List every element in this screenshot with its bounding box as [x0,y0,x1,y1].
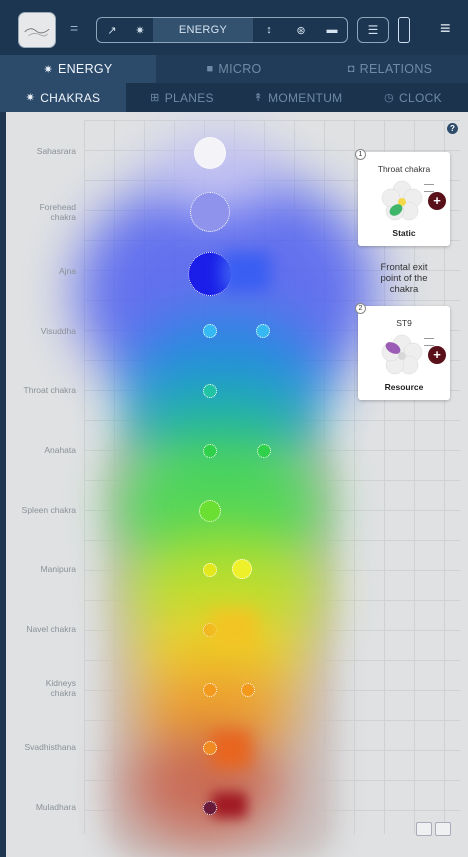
sun-icon: ✷ [25,92,36,104]
tab-micro[interactable]: ■ MICRO [156,55,312,83]
info-card-st9[interactable]: 2 ST9 + Resource [355,303,450,400]
figure-icon[interactable]: ↕ [266,24,272,36]
target-icon[interactable]: ⊛ [296,24,306,37]
tab-label: CLOCK [399,90,442,105]
square-icon: ■ [206,63,214,75]
chakra-anahata-right[interactable] [257,444,271,458]
flower-icon [381,180,423,221]
muladhara-side-glow [211,792,247,818]
tab-clock[interactable]: ◷ CLOCK [358,83,468,112]
chakra-muladhara[interactable] [203,801,217,815]
chakra-throat[interactable] [203,384,217,398]
chakra-manipura-left[interactable] [203,563,217,577]
add-button[interactable]: + [428,192,446,210]
chakra-spleen[interactable] [199,500,221,522]
info-card-throat-chakra[interactable]: 1 Throat chakra + Static [355,149,450,246]
label-sahasrara: Sahasrara [36,146,76,156]
chakra-visuddha-right[interactable] [256,324,270,338]
view-toggle-right[interactable] [435,822,451,836]
label-ajna: Ajna [58,266,76,276]
label-visuddha: Visuddha [40,326,76,336]
device-icon[interactable] [398,17,410,43]
label-spleen-chakra: Spleen chakra [21,505,76,515]
chakra-visuddha-left[interactable] [203,324,217,338]
card-title: Throat chakra [377,164,431,174]
energy-sun-icon[interactable]: ✷ [135,24,145,37]
secondary-tabs: ✷ CHAKRAS ⊞ PLANES ↟ MOMENTUM ◷ CLOCK [0,83,468,112]
tab-energy[interactable]: ✷ ENERGY [0,55,156,83]
equals-button[interactable]: = [70,20,79,36]
relations-icon: ◘ [347,63,355,75]
card-number-badge: 2 [355,303,366,314]
label-anahata: Anahata [44,445,76,455]
frontal-exit-note: Frontal exit point of the chakra [380,262,428,295]
mode-segmented-control: ↗ ✷ ENERGY ↕ ⊛ ▬ [96,17,348,43]
logo-glyph-icon [24,28,50,37]
hamburger-menu-button[interactable]: ≡ [440,18,451,38]
chakra-kidneys-right[interactable] [241,683,255,697]
label-svadhisthana: Svadhisthana [24,742,76,752]
label-forehead-chakra: Forehead chakra [39,202,76,222]
card-subtitle: Resource [384,382,424,392]
tab-relations[interactable]: ◘ RELATIONS [312,55,468,83]
ajna-side-glow [221,252,271,292]
chakra-forehead[interactable] [190,192,230,232]
card-subtitle: Static [392,228,416,238]
tab-label: MICRO [218,62,262,76]
card-icon[interactable]: ▬ [326,24,338,36]
tab-planes[interactable]: ⊞ PLANES [126,83,238,112]
chakra-kidneys-left[interactable] [203,683,217,697]
svadhisthana-side-glow [211,730,251,768]
card-number-badge: 1 [355,149,366,160]
label-muladhara: Muladhara [35,802,76,812]
chakra-sahasrara[interactable] [194,137,226,169]
energy-mode-button[interactable]: ENERGY [153,18,253,42]
label-kidneys-chakra: Kidneys chakra [45,678,76,698]
view-toggle-buttons [416,822,451,836]
tab-label: CHAKRAS [40,90,101,105]
list-lines-icon [424,184,434,192]
label-manipura: Manipura [40,564,76,574]
label-throat-chakra: Throat chakra [23,385,76,395]
chakra-visualization-panel: ? Sahasrara Forehead chakra Ajna Visuddha… [6,112,468,857]
tab-label: RELATIONS [359,62,433,76]
sun-icon: ✷ [43,63,53,76]
navel-side-glow [211,610,257,650]
add-button[interactable]: + [428,346,446,364]
figure-icon: ↟ [253,92,264,104]
clock-icon: ◷ [384,92,395,104]
tab-momentum[interactable]: ↟ MOMENTUM [238,83,358,112]
grid-icon: ⊞ [150,92,160,104]
view-toggle-left[interactable] [416,822,432,836]
chakra-anahata-left[interactable] [203,444,217,458]
help-icon[interactable]: ? [447,123,458,134]
chakra-manipura-right[interactable] [232,559,252,579]
app-logo[interactable] [18,12,56,48]
chakra-svadhisthana[interactable] [203,741,217,755]
tab-chakras[interactable]: ✷ CHAKRAS [0,83,126,112]
primary-tabs: ✷ ENERGY ■ MICRO ◘ RELATIONS [0,55,468,83]
top-toolbar: = ↗ ✷ ENERGY ↕ ⊛ ▬ ☰ ≡ [0,0,468,55]
trend-icon[interactable]: ↗ [107,24,117,37]
label-navel-chakra: Navel chakra [26,624,76,634]
list-lines-icon [424,338,434,346]
list-menu-button[interactable]: ☰ [357,17,389,43]
tab-label: PLANES [164,90,214,105]
tab-label: ENERGY [57,62,113,76]
card-title: ST9 [396,318,412,328]
tab-label: MOMENTUM [268,90,343,105]
flower-icon [381,334,423,375]
